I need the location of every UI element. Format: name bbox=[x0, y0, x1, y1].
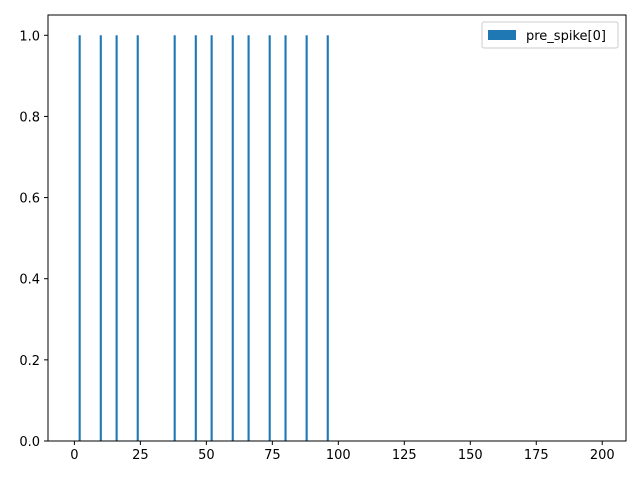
y-axis: 0.0 0.2 0.4 0.6 0.8 1.0 bbox=[19, 29, 48, 450]
y-tick-label: 0.4 bbox=[19, 273, 40, 288]
bar bbox=[115, 35, 118, 442]
bar bbox=[231, 35, 234, 442]
y-tick-label: 0.8 bbox=[19, 110, 40, 125]
x-tick-label: 200 bbox=[590, 448, 615, 463]
x-tick-label: 0 bbox=[70, 448, 78, 463]
y-tick-label: 0.6 bbox=[19, 192, 40, 207]
legend-swatch bbox=[488, 30, 516, 40]
x-tick-label: 75 bbox=[264, 448, 281, 463]
legend: pre_spike[0] bbox=[481, 21, 619, 49]
x-axis: 0 25 50 75 100 125 150 175 200 bbox=[70, 441, 615, 463]
bar bbox=[305, 35, 308, 442]
bar bbox=[194, 35, 197, 442]
bar bbox=[284, 35, 287, 442]
bar bbox=[247, 35, 250, 442]
y-tick-label: 0.0 bbox=[19, 435, 40, 450]
bar bbox=[136, 35, 139, 442]
plot-frame bbox=[47, 14, 627, 442]
y-tick-label: 1.0 bbox=[19, 29, 40, 44]
bars-group bbox=[78, 35, 329, 442]
x-tick-label: 100 bbox=[326, 448, 351, 463]
legend-label: pre_spike[0] bbox=[526, 29, 606, 44]
x-tick-label: 125 bbox=[392, 448, 417, 463]
x-tick-label: 175 bbox=[524, 448, 549, 463]
bar bbox=[78, 35, 81, 442]
bar bbox=[326, 35, 329, 442]
bar bbox=[173, 35, 176, 442]
bar bbox=[210, 35, 213, 442]
bar bbox=[99, 35, 102, 442]
legend-box bbox=[481, 21, 619, 49]
y-tick-label: 0.2 bbox=[19, 354, 40, 369]
bar bbox=[268, 35, 271, 442]
x-tick-label: 150 bbox=[458, 448, 483, 463]
x-tick-label: 25 bbox=[132, 448, 149, 463]
x-tick-label: 50 bbox=[198, 448, 215, 463]
